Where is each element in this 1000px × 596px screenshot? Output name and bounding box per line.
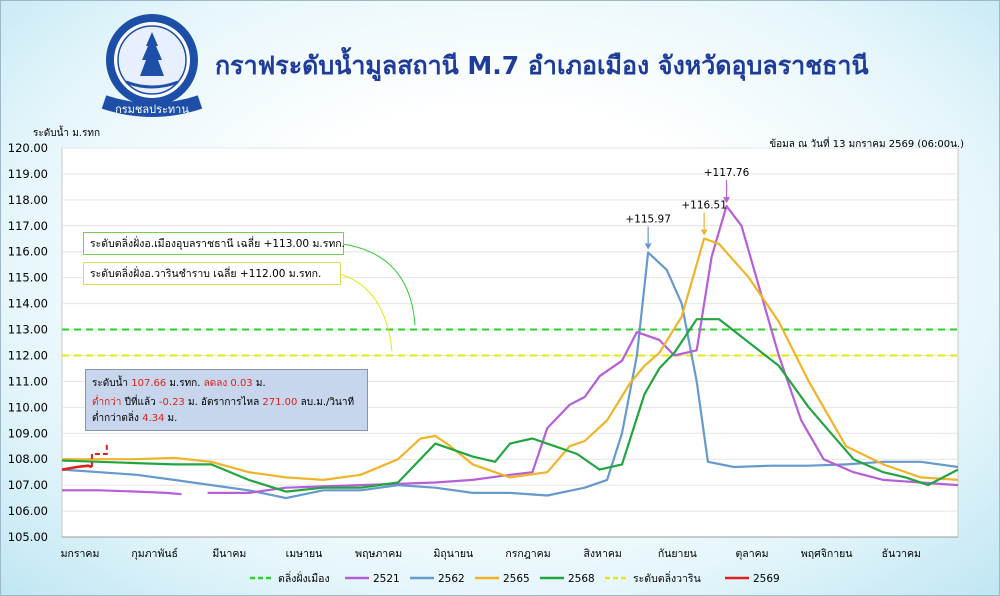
y-tick-label: 109.00: [8, 426, 48, 440]
y-tick-label: 106.00: [8, 504, 48, 518]
y-ticks: 105.00 106.00 107.00 108.00 109.00 110.00 111.…: [8, 141, 48, 544]
status-line-3: ต่ำกว่าตลิ่ง 4.34 ม.: [92, 409, 361, 428]
y-tick-label: 110.00: [8, 400, 48, 414]
below-bank-value: 4.34: [142, 413, 165, 424]
x-tick-label: มีนาคม: [212, 547, 246, 560]
y-tick-label: 107.00: [8, 478, 48, 492]
series-lines: [61, 205, 959, 500]
trend-label: ลดลง: [203, 378, 228, 389]
data-as-of: ข้อมูล ณ วันที่ 13 มกราคม 2569 (06:00น.): [769, 139, 964, 150]
x-ticks: มกราคม กุมภาพันธ์ มีนาคม เมษายน พฤษภาคม มิถุน…: [61, 547, 921, 560]
annotation-label: +117.76: [704, 167, 750, 179]
series-forecast-2569: [90, 443, 108, 467]
note-connectors: [330, 242, 416, 352]
below-bank-unit: ม.: [167, 413, 178, 424]
trend-value: 0.03: [230, 378, 253, 389]
series-line-2562: [61, 251, 959, 500]
y-tick-label: 119.00: [8, 167, 48, 181]
y-tick-label: 115.00: [8, 271, 48, 285]
below-bank-label: ต่ำกว่าตลิ่ง: [92, 413, 139, 424]
y-tick-label: 118.00: [8, 193, 48, 207]
x-tick-label: กันยายน: [658, 548, 697, 560]
flow-value: 271.00: [262, 397, 298, 408]
y-tick-label: 117.00: [8, 219, 48, 233]
y-tick-label: 114.00: [8, 297, 48, 311]
y-tick-label: 113.00: [8, 323, 48, 337]
bank-mueang-note: ระดับตลิ่งฝั่งอ.เมืองอุบลราชธานี เฉลี่ย …: [83, 232, 345, 255]
y-axis-unit-label: ระดับน้ำ ม.รทก: [33, 128, 101, 139]
lower-label: ต่ำกว่า: [92, 397, 122, 408]
x-tick-label: มิถุนายน: [433, 548, 473, 560]
legend-label: 2565: [503, 573, 530, 585]
x-tick-label: ธันวาคม: [882, 548, 921, 560]
legend-label: ตลิ่งฝั่งเมือง: [278, 571, 330, 585]
logo-banner: [101, 95, 203, 117]
logo-deity-shape: [140, 32, 164, 76]
level-label: ระดับน้ำ: [92, 378, 129, 389]
x-tick-label: กรกฎาคม: [505, 548, 550, 560]
logo-text: กรมชลประทาน: [115, 103, 189, 116]
peak-annotations: +115.97 +116.51 +117.76: [625, 167, 750, 250]
status-line-2: ต่ำกว่า ปีที่แล้ว -0.23 ม. อัตราการไหล 2…: [92, 393, 361, 412]
level-value: 107.66: [131, 378, 167, 389]
bank-warin-note: ระดับตลิ่งฝั่งอ.วารินชำราบ เฉลี่ย +112.0…: [83, 262, 341, 285]
trend-unit: ม.: [255, 378, 266, 389]
series-line-2565: [62, 237, 959, 481]
y-tick-label: 108.00: [8, 452, 48, 466]
logo-water-line: [125, 80, 179, 89]
status-line-1: ระดับน้ำ 107.66 ม.รทก. ลดลง 0.03 ม.: [92, 374, 361, 393]
plot-area: [61, 147, 959, 538]
y-tick-label: 105.00: [8, 530, 48, 544]
x-tick-label: ตุลาคม: [735, 548, 768, 560]
x-tick-label: เมษายน: [286, 548, 323, 560]
legend-label: 2568: [568, 573, 595, 585]
reference-lines: [62, 328, 958, 357]
lower-value: -0.23: [158, 397, 185, 408]
note-connector-mueang: [333, 242, 416, 326]
series-line-2521: [62, 489, 182, 496]
legend: ตลิ่งฝั่งเมือง 2521 2562 2565 2568 ระดับตลิ่ง…: [250, 571, 780, 585]
x-tick-label: สิงหาคม: [584, 548, 622, 560]
flow-unit: ลบ.ม./วินาที: [300, 397, 355, 408]
x-tick-label: พฤศจิกายน: [801, 548, 853, 560]
annotation-label: +116.51: [681, 200, 727, 212]
y-tick-label: 116.00: [8, 245, 48, 259]
series-line-2568: [61, 318, 959, 493]
annotation-arrowhead: [644, 243, 652, 250]
legend-label: 2569: [753, 573, 780, 585]
page-title: กราฟระดับน้ำมูลสถานี M.7 อำเภอเมือง จังห…: [215, 51, 869, 80]
rid-logo: กรมชลประทาน: [101, 14, 203, 117]
current-status-box: ระดับน้ำ 107.66 ม.รทก. ลดลง 0.03 ม. ต่ำก…: [85, 369, 368, 431]
x-tick-label: พฤษภาคม: [355, 548, 402, 560]
legend-label: 2562: [438, 573, 465, 585]
legend-label: ระดับตลิ่งวาริน: [633, 571, 701, 585]
y-tick-label: 120.00: [8, 141, 48, 155]
lower-text: ปีที่แล้ว: [124, 397, 156, 408]
lower-unit: ม. อัตราการไหล: [187, 397, 260, 408]
legend-label: 2521: [373, 573, 400, 585]
note-connector-warin: [330, 271, 393, 352]
annotation-arrowhead: [700, 229, 708, 236]
level-unit: ม.รทก.: [169, 378, 201, 389]
x-tick-label: มกราคม: [61, 548, 100, 560]
annotation-arrowhead: [723, 197, 731, 204]
y-tick-label: 112.00: [8, 348, 48, 362]
annotation-label: +115.97: [625, 214, 671, 226]
x-tick-label: กุมภาพันธ์: [131, 547, 178, 560]
y-tick-label: 111.00: [8, 374, 48, 388]
series-line-2569: [61, 464, 93, 471]
